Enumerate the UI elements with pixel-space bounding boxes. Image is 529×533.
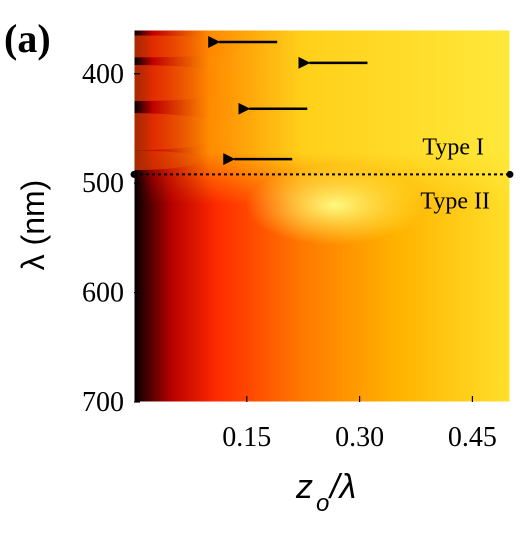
x-axis-label-tail: /λ [328, 468, 356, 506]
type-ii-label: Type II [420, 188, 490, 214]
heatmap-lobe [134, 150, 202, 171]
type-boundary-dot-left [130, 170, 138, 178]
heatmap-lobe [134, 113, 232, 151]
x-axis-ticks: 0.15 0.30 0.45 [222, 396, 497, 453]
y-axis-label: λ (nm) [15, 180, 51, 271]
x-tick-label: 0.30 [335, 422, 384, 453]
x-tick-label: 0.45 [448, 422, 497, 453]
x-axis-label-main: z [295, 468, 313, 506]
plot-frame [133, 29, 511, 403]
panel-label: (a) [4, 16, 51, 61]
type-boundary-dot-right [506, 170, 514, 178]
type-i-label: Type I [422, 134, 484, 160]
heatmap-plot-area [134, 30, 510, 402]
x-axis-label: z o /λ [295, 468, 356, 517]
y-axis-ticks: 400 500 600 700 [82, 59, 140, 418]
heatmap-lobes [134, 35, 270, 171]
heatmap-lobe [134, 65, 255, 102]
y-tick-label: 500 [82, 168, 124, 199]
x-tick-label: 0.15 [222, 422, 271, 453]
y-tick-label: 700 [82, 387, 124, 418]
y-tick-label: 600 [82, 278, 124, 309]
x-axis-label-subscript: o [316, 490, 329, 517]
y-tick-label: 400 [82, 59, 124, 90]
heatmap-bright-spot [245, 165, 425, 245]
arrow-group [208, 36, 368, 166]
